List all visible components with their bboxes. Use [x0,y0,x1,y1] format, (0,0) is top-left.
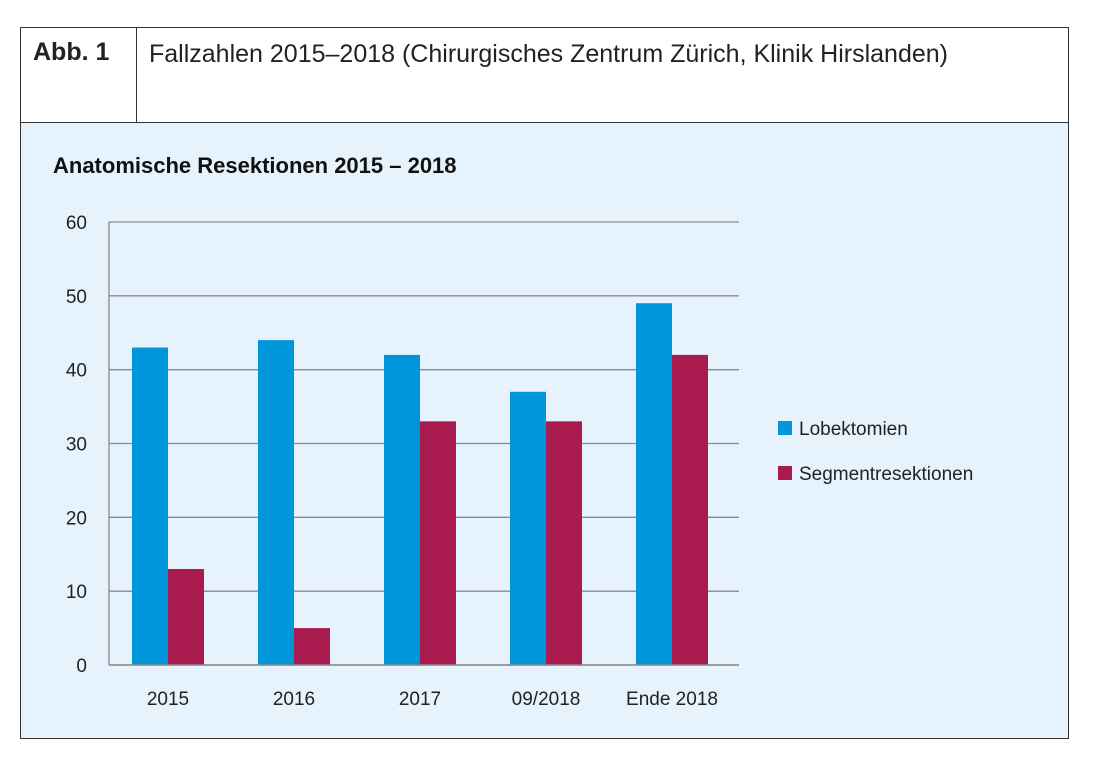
bar-lobektomien [258,340,294,665]
legend-label: Lobektomien [799,419,908,440]
x-tick-label: 2016 [273,689,315,710]
bar-segmentresektionen [294,628,330,665]
bar-segmentresektionen [546,421,582,665]
bar-segmentresektionen [420,421,456,665]
x-tick-label: Ende 2018 [626,689,718,710]
legend-swatch [778,466,792,480]
y-tick-label: 50 [66,287,87,308]
x-tick-label: 09/2018 [512,689,581,710]
legend-label: Segmentresektionen [799,464,973,485]
figure-frame: Abb. 1 Fallzahlen 2015–2018 (Chirurgisch… [20,27,1069,739]
bar-lobektomien [636,303,672,665]
bar-lobektomien [384,354,420,665]
y-tick-label: 60 [66,213,87,234]
bar-segmentresektionen [168,569,204,665]
legend-swatch [778,421,792,435]
chart-area: Anatomische Resektionen 2015 – 2018 0 10 2… [21,123,1068,738]
y-tick-label: 0 [76,656,87,677]
figure-label: Abb. 1 [21,28,137,122]
x-tick-label: 2015 [147,689,189,710]
y-tick-label: 30 [66,435,87,456]
bar-lobektomien [132,347,168,665]
bar-chart: 0 10 20 30 40 50 60 2015 2016 2017 09/2018 Ende 201… [66,213,973,710]
chart-title: Anatomische Resektionen 2015 – 2018 [53,153,457,178]
y-tick-label: 20 [66,508,87,529]
x-tick-label: 2017 [399,689,441,710]
bar-lobektomien [510,391,546,665]
figure-caption-text: Fallzahlen 2015–2018 (Chirurgisches Zent… [149,40,948,68]
figure-caption: Abb. 1 Fallzahlen 2015–2018 (Chirurgisch… [21,28,1068,123]
y-tick-label: 10 [66,582,87,603]
bar-segmentresektionen [672,354,708,665]
y-tick-label: 40 [66,361,87,382]
